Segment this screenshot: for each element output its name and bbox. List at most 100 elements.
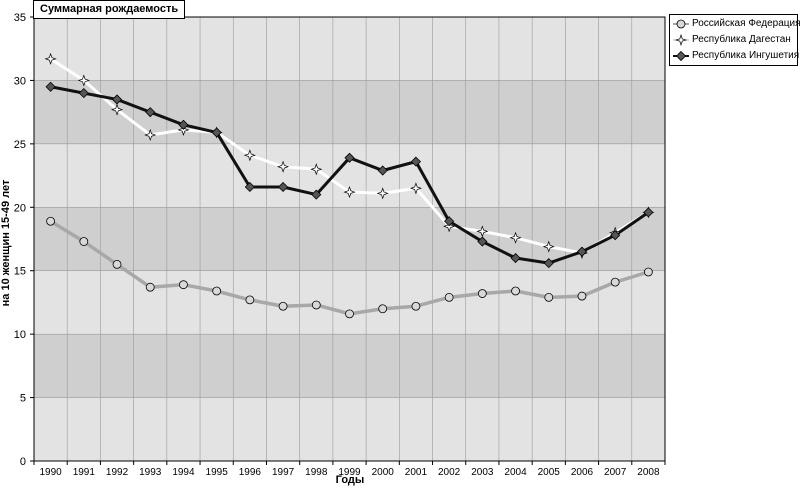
data-point-rf	[643, 267, 653, 277]
x-tick-label: 2006	[571, 467, 594, 478]
legend-label: Российская Федерация	[692, 18, 800, 29]
plot-band	[34, 80, 665, 144]
y-axis-label: на 10 женщин 15-49 лет	[0, 179, 12, 307]
plot-band	[34, 207, 665, 271]
legend-item-dagestan: Республика Дагестан	[670, 32, 797, 47]
data-point-dagestan	[542, 240, 555, 253]
series-markers	[44, 52, 655, 319]
x-tick-label: 1993	[139, 467, 162, 478]
x-tick-label: 1997	[272, 467, 295, 478]
x-tick-label: 2003	[471, 467, 494, 478]
x-tick-label: 1995	[206, 467, 229, 478]
data-point-dagestan	[77, 74, 90, 87]
data-point-rf	[544, 292, 554, 302]
data-point-dagestan	[509, 231, 522, 244]
legend-item-ingushetia: Республика Ингушетия	[670, 48, 800, 63]
y-tick-label: 15	[14, 266, 26, 278]
x-tick-label: 1999	[338, 467, 361, 478]
data-point-ingushetia	[178, 119, 189, 130]
data-point-rf	[46, 216, 56, 226]
data-point-rf	[145, 282, 155, 292]
data-point-dagestan	[409, 182, 422, 195]
data-point-rf	[577, 291, 587, 301]
data-point-dagestan	[110, 103, 124, 116]
x-tick-label: 2000	[372, 467, 395, 478]
plot-band	[34, 397, 665, 461]
data-point-ingushetia	[377, 165, 388, 176]
legend-label: Республика Ингушетия	[692, 50, 800, 61]
y-tick-label: 20	[14, 202, 26, 214]
x-tick-label: 2005	[538, 467, 561, 478]
x-tick-label: 1991	[73, 467, 96, 478]
data-point-rf	[79, 237, 89, 246]
x-tick-label: 2008	[637, 467, 660, 478]
data-point-dagestan	[44, 52, 57, 65]
x-tick-label: 1994	[172, 467, 195, 478]
x-tick-label: 1996	[239, 467, 262, 478]
data-point-ingushetia	[610, 230, 621, 241]
y-tick-label: 10	[14, 329, 26, 341]
data-point-dagestan	[343, 186, 356, 199]
data-point-ingushetia	[477, 236, 488, 247]
data-point-ingushetia	[576, 246, 588, 257]
data-point-dagestan	[144, 128, 157, 142]
data-point-dagestan	[476, 225, 489, 238]
plot-band	[34, 334, 665, 398]
data-point-ingushetia	[211, 127, 222, 138]
data-point-ingushetia	[643, 207, 654, 218]
data-point-dagestan	[376, 187, 389, 200]
data-point-ingushetia	[145, 107, 156, 118]
data-point-rf	[212, 286, 222, 296]
data-point-ingushetia	[543, 258, 554, 269]
x-tick-label: 1990	[39, 467, 62, 478]
plot-band	[34, 17, 665, 81]
legend-label: Республика Дагестан	[692, 34, 791, 45]
data-point-ingushetia	[510, 252, 521, 264]
data-point-dagestan	[277, 160, 290, 173]
x-tick-labels: 1990 1991 1992 1993 1994 1995 1996 1997 1998 1999…	[39, 467, 659, 478]
x-tick-label: 2002	[438, 467, 461, 478]
data-point-ingushetia	[311, 189, 322, 200]
x-tick-label: 2001	[405, 467, 428, 478]
legend-swatch-circle	[673, 19, 689, 28]
x-axis-label: Годы	[335, 474, 365, 486]
plot-bands	[34, 17, 665, 461]
x-tick-label: 1998	[305, 467, 328, 478]
y-tick-label: 0	[20, 456, 26, 468]
legend-swatch-diamond	[673, 50, 689, 61]
y-tick-labels: 0 5 10 15 20 25 30 35	[14, 12, 26, 468]
y-tick-label: 5	[20, 393, 26, 405]
data-point-rf	[245, 295, 255, 305]
data-point-ingushetia	[244, 181, 255, 193]
data-point-dagestan	[310, 163, 323, 176]
data-point-rf	[345, 309, 354, 319]
data-point-rf	[278, 301, 288, 311]
x-tick-label: 1992	[106, 467, 129, 478]
data-point-ingushetia	[78, 88, 89, 99]
data-point-rf	[610, 277, 620, 287]
legend: Российская Федерация Республика Дагестан…	[669, 14, 800, 66]
data-point-rf	[477, 289, 487, 298]
x-tick-label: 2004	[504, 467, 527, 478]
data-point-rf	[112, 259, 122, 269]
legend-swatch-star	[673, 33, 689, 46]
x-tick-label: 2007	[604, 467, 627, 478]
data-point-rf	[179, 280, 188, 290]
data-point-ingushetia	[344, 152, 355, 163]
data-point-dagestan	[443, 220, 456, 233]
y-tick-label: 25	[14, 139, 26, 151]
data-point-rf	[444, 292, 454, 302]
y-tick-label: 30	[14, 75, 26, 87]
data-point-ingushetia	[410, 156, 421, 167]
data-point-ingushetia	[111, 94, 123, 105]
chart-title: Суммарная рождаемость	[33, 0, 186, 19]
data-point-ingushetia	[278, 181, 289, 193]
data-point-rf	[411, 301, 421, 311]
data-point-rf	[511, 286, 520, 296]
plot-border	[33, 16, 666, 462]
data-point-dagestan	[243, 149, 256, 162]
plot-band	[34, 270, 665, 335]
y-tick-label: 35	[14, 12, 26, 24]
legend-item-rf: Российская Федерация	[670, 16, 800, 31]
